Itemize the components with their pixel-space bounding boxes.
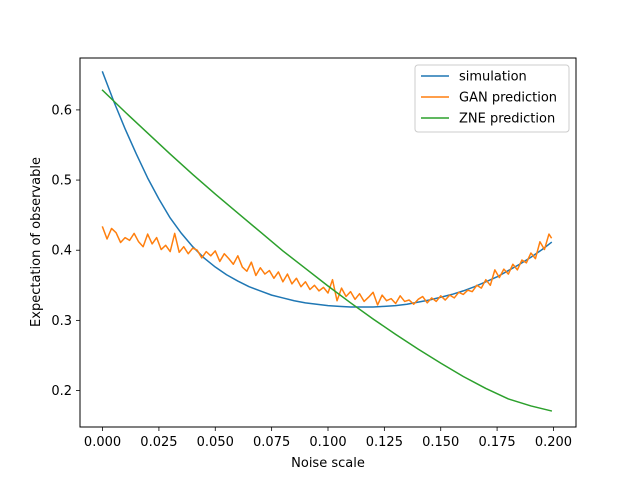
x-axis: 0.000 0.025 0.050 0.075 0.100 0.125 0.150 0.175…	[84, 427, 572, 450]
x-tick-label: 0.000	[84, 435, 121, 450]
series-line-gan-prediction	[101, 226, 553, 306]
y-tick-label: 0.4	[51, 244, 72, 259]
y-axis: 0.2 0.3 0.4 0.5 0.6	[51, 103, 80, 399]
x-tick-label: 0.075	[253, 435, 290, 450]
plot-lines	[101, 71, 553, 412]
series-line-simulation	[101, 71, 553, 308]
y-tick-label: 0.5	[51, 174, 72, 189]
x-tick-label: 0.125	[366, 435, 403, 450]
y-tick-label: 0.2	[51, 384, 72, 399]
x-tick-label: 0.050	[197, 435, 234, 450]
x-tick-label: 0.025	[140, 435, 177, 450]
y-tick-label: 0.6	[51, 103, 72, 118]
legend-box	[414, 64, 570, 133]
x-tick-label: 0.200	[535, 435, 572, 450]
series-line-zne-prediction	[101, 89, 553, 412]
x-axis-label: Noise scale	[291, 456, 365, 471]
x-tick-label: 0.100	[309, 435, 346, 450]
legend-label-simulation: simulation	[459, 70, 527, 85]
legend-label-zne-prediction: ZNE prediction	[459, 112, 555, 127]
x-tick-label: 0.175	[478, 435, 515, 450]
y-axis-label: Expectation of observable	[29, 157, 44, 327]
legend: simulation GAN prediction ZNE prediction	[414, 64, 570, 133]
legend-label-gan-prediction: GAN prediction	[459, 91, 557, 106]
x-tick-label: 0.150	[422, 435, 459, 450]
y-tick-label: 0.3	[51, 314, 72, 329]
